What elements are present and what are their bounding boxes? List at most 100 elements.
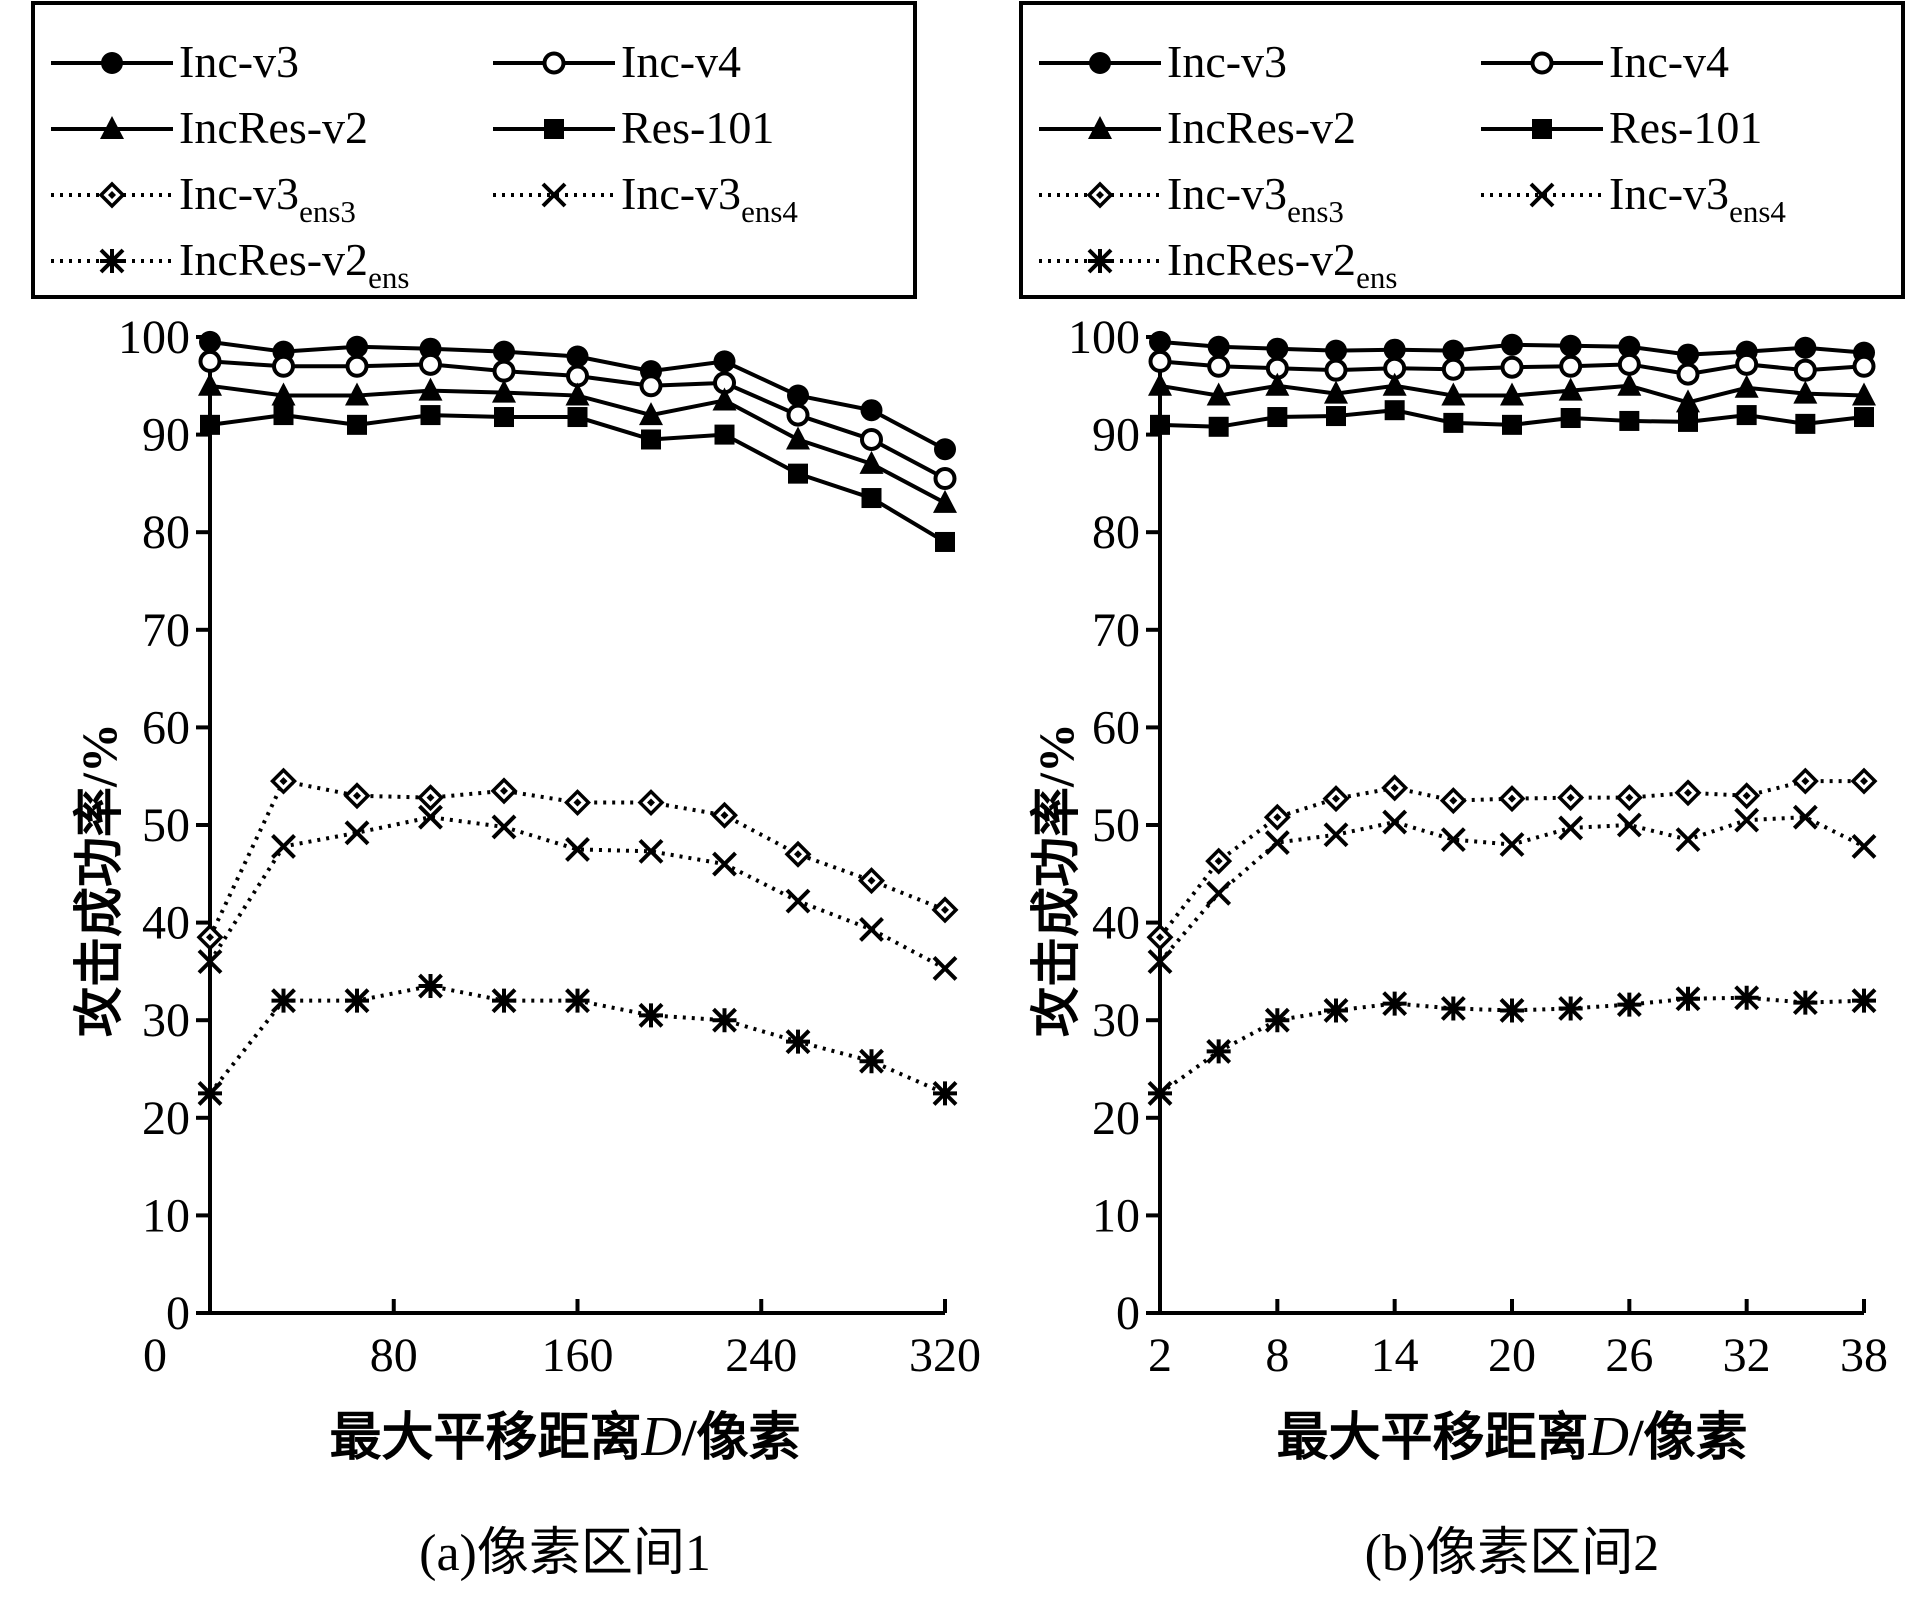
data-point — [271, 834, 296, 859]
x-tick-label: 20 — [1488, 1329, 1536, 1382]
data-point — [1206, 1039, 1232, 1064]
data-point — [1383, 338, 1406, 361]
data-point — [1736, 405, 1757, 426]
series-3 — [1150, 400, 1874, 437]
data-point — [1441, 357, 1465, 381]
data-point — [1500, 355, 1524, 379]
data-point — [344, 988, 370, 1014]
legend-marker — [541, 182, 567, 208]
data-point — [1207, 354, 1231, 378]
data-point — [1266, 337, 1289, 360]
legend-item: IncRes-v2ens — [1039, 234, 1397, 295]
data-point — [787, 384, 809, 407]
series-line — [208, 815, 946, 971]
x-tick-label: 80 — [370, 1329, 418, 1382]
data-point — [1208, 416, 1229, 437]
data-point — [639, 402, 663, 426]
data-point — [785, 888, 811, 914]
data-point — [1384, 400, 1405, 421]
data-point — [932, 1080, 958, 1106]
data-point — [935, 531, 955, 552]
data-point — [1500, 382, 1524, 406]
data-point — [347, 414, 367, 435]
data-point — [344, 820, 370, 846]
x-tick-label: 240 — [725, 1329, 797, 1382]
data-point — [1616, 992, 1642, 1017]
legend-marker — [1529, 182, 1555, 208]
series-6 — [197, 973, 958, 1106]
legend-item: Inc-v3ens3 — [1039, 168, 1344, 229]
data-point — [1206, 880, 1232, 906]
data-point — [1323, 822, 1349, 848]
data-point — [565, 836, 590, 862]
axes: 0 10 20 30 40 50 60 70 80 90 100 2 8 14 20 26 32 38 — [1068, 311, 1888, 1382]
y-tick-label: 80 — [1092, 506, 1140, 559]
legend-label: Res-101 — [1609, 102, 1762, 153]
data-point — [1440, 827, 1466, 853]
y-tick-label: 70 — [1092, 604, 1140, 657]
data-point — [566, 345, 589, 368]
data-point — [1559, 354, 1583, 378]
data-point — [492, 379, 516, 403]
data-point — [1206, 382, 1231, 406]
legend-marker — [542, 51, 566, 75]
data-point — [1851, 834, 1877, 859]
y-tick-label: 0 — [1116, 1287, 1140, 1340]
data-point — [639, 374, 663, 398]
x-tick-label: 0 — [143, 1329, 167, 1382]
legend-marker — [544, 119, 564, 139]
legend-label: Inc-v3 — [1167, 36, 1287, 87]
legend-label: IncRes-v2 — [179, 102, 368, 153]
data-point — [1676, 389, 1700, 413]
data-point — [712, 851, 737, 877]
data-point — [786, 403, 810, 427]
data-point — [932, 956, 958, 981]
data-point — [199, 330, 221, 353]
data-point — [1558, 996, 1584, 1021]
data-point — [638, 1002, 664, 1028]
series-0 — [199, 330, 956, 461]
data-point — [786, 426, 810, 450]
data-point — [491, 814, 517, 840]
y-tick-label: 60 — [1092, 701, 1140, 754]
data-point — [1148, 349, 1172, 373]
x-tick-label: 32 — [1723, 1329, 1771, 1382]
data-point — [1735, 352, 1759, 376]
x-tick-label: 320 — [909, 1329, 981, 1382]
data-point — [1325, 339, 1347, 362]
data-point — [859, 1048, 884, 1074]
series-2 — [1148, 372, 1876, 413]
data-point — [1324, 380, 1348, 404]
data-point — [1267, 407, 1288, 428]
data-point — [1207, 335, 1230, 358]
legend-item: IncRes-v2 — [51, 102, 368, 153]
data-point — [859, 917, 884, 942]
x-axis-label: 最大平移距离D/像素 — [330, 1406, 801, 1468]
data-point — [1441, 382, 1466, 406]
series-4 — [1146, 767, 1878, 951]
data-point — [1854, 407, 1874, 428]
data-point — [345, 382, 369, 406]
series-5 — [1147, 804, 1877, 975]
data-point — [1795, 413, 1816, 434]
data-point — [1617, 372, 1642, 396]
data-point — [200, 414, 220, 435]
axes: 0 10 20 30 40 50 60 70 80 90 100 0 80 160 240 320 — [118, 311, 981, 1382]
y-tick-label: 0 — [166, 1287, 190, 1340]
series-5 — [197, 804, 958, 981]
data-point — [1499, 998, 1525, 1023]
series-1 — [198, 349, 957, 491]
data-point — [197, 1080, 223, 1106]
data-point — [567, 407, 588, 428]
series-1 — [1148, 349, 1876, 386]
legend-marker — [1088, 116, 1112, 139]
data-point — [1149, 330, 1171, 353]
legend-box — [1019, 1, 1905, 299]
y-tick-label: 20 — [1092, 1092, 1140, 1145]
data-point — [1324, 358, 1348, 382]
data-point — [273, 405, 294, 426]
y-axis-label: 攻击成功率/% — [71, 723, 127, 1037]
legend-marker — [1087, 248, 1113, 274]
data-point — [419, 352, 442, 376]
